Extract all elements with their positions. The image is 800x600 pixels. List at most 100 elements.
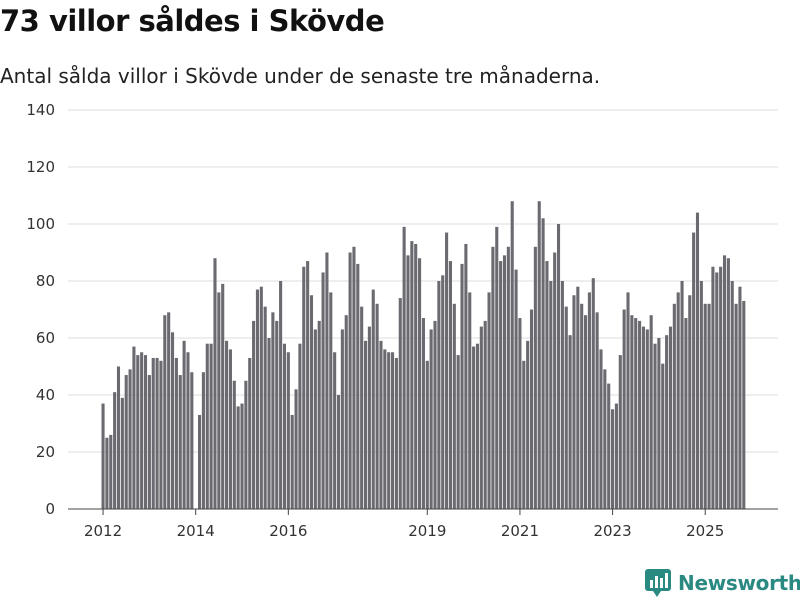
bar [228,349,232,509]
bar [692,232,696,510]
bar [298,343,302,509]
bar [221,283,225,509]
bar [387,352,391,509]
bar [236,406,240,509]
x-tick-label: 2019 [408,522,446,540]
bar [174,357,178,509]
bar [433,320,437,509]
bar [367,326,371,509]
bar [147,375,151,509]
newsworthy-logo[interactable]: Newsworthy [644,568,800,598]
bar [140,352,144,509]
bar [572,295,576,509]
y-axis-ticks: 0 20 40 60 80 100 120 140 [26,101,55,518]
bar [526,340,530,509]
bar [699,281,703,509]
bar [734,303,738,509]
chart-subtitle: Antal sålda villor i Skövde under de sen… [0,64,601,88]
bar [201,372,205,509]
bar [275,320,279,509]
bar [383,349,387,509]
newsworthy-logo-text: Newsworthy [678,571,800,595]
bar [325,252,329,509]
bar [170,332,175,509]
bar [665,335,669,509]
bar [128,369,132,509]
bar [410,241,414,509]
bar [556,224,561,509]
bar [418,258,422,509]
bar [101,403,105,509]
bar [445,232,449,510]
bar [205,343,209,509]
bar [680,281,684,509]
x-tick-label: 2016 [269,522,307,540]
bar [495,226,499,509]
bar [259,286,263,509]
bar [661,363,665,509]
bar [402,226,406,509]
bar [336,395,341,509]
x-tick-label: 2023 [593,522,631,540]
x-axis: 2012 2014 2016 2019 2021 2023 2025 [68,508,778,540]
bar [352,246,356,510]
bar [684,318,688,509]
bar [124,375,128,509]
y-tick-label: 140 [26,101,55,119]
bar [626,292,630,509]
bar [329,292,333,509]
bar [688,295,692,509]
bar [599,349,603,509]
bar [321,272,325,509]
bar [649,315,653,509]
bar [630,315,634,509]
bar [464,243,468,509]
x-tick-label: 2021 [501,522,539,540]
bar [452,303,456,509]
bar [356,263,360,509]
bar [560,281,564,509]
bar [522,360,526,509]
bar [182,340,186,509]
bar [634,318,638,509]
bar [549,281,553,509]
bar [591,278,595,509]
bar [151,357,155,509]
bar [730,281,734,509]
bar [113,392,117,509]
bar [510,201,514,509]
chart-title: 73 villor såldes i Skövde [0,4,385,38]
bar [595,312,599,509]
bar [491,246,495,510]
bar [379,340,383,509]
bar [719,266,723,509]
bar [726,258,730,509]
bar [421,318,425,509]
bar [120,397,124,509]
bar [286,352,290,509]
bar [105,437,109,509]
bar [190,372,194,509]
bar [676,292,680,509]
bar [109,434,113,509]
bar [306,261,310,509]
bar [618,355,622,509]
bar [406,255,410,509]
bar [622,309,626,509]
bar [468,292,472,509]
bar [225,340,229,509]
bar [580,303,584,509]
bar [116,366,121,509]
bar [360,306,364,509]
bar [279,281,283,509]
y-tick-label: 120 [26,158,55,176]
bar [738,286,742,509]
bar [317,320,321,509]
highlight-value-label: 73 [780,0,799,4]
bar [695,212,700,509]
bar [707,303,711,509]
bar [545,261,549,509]
bar [294,389,298,509]
bar [499,261,503,509]
